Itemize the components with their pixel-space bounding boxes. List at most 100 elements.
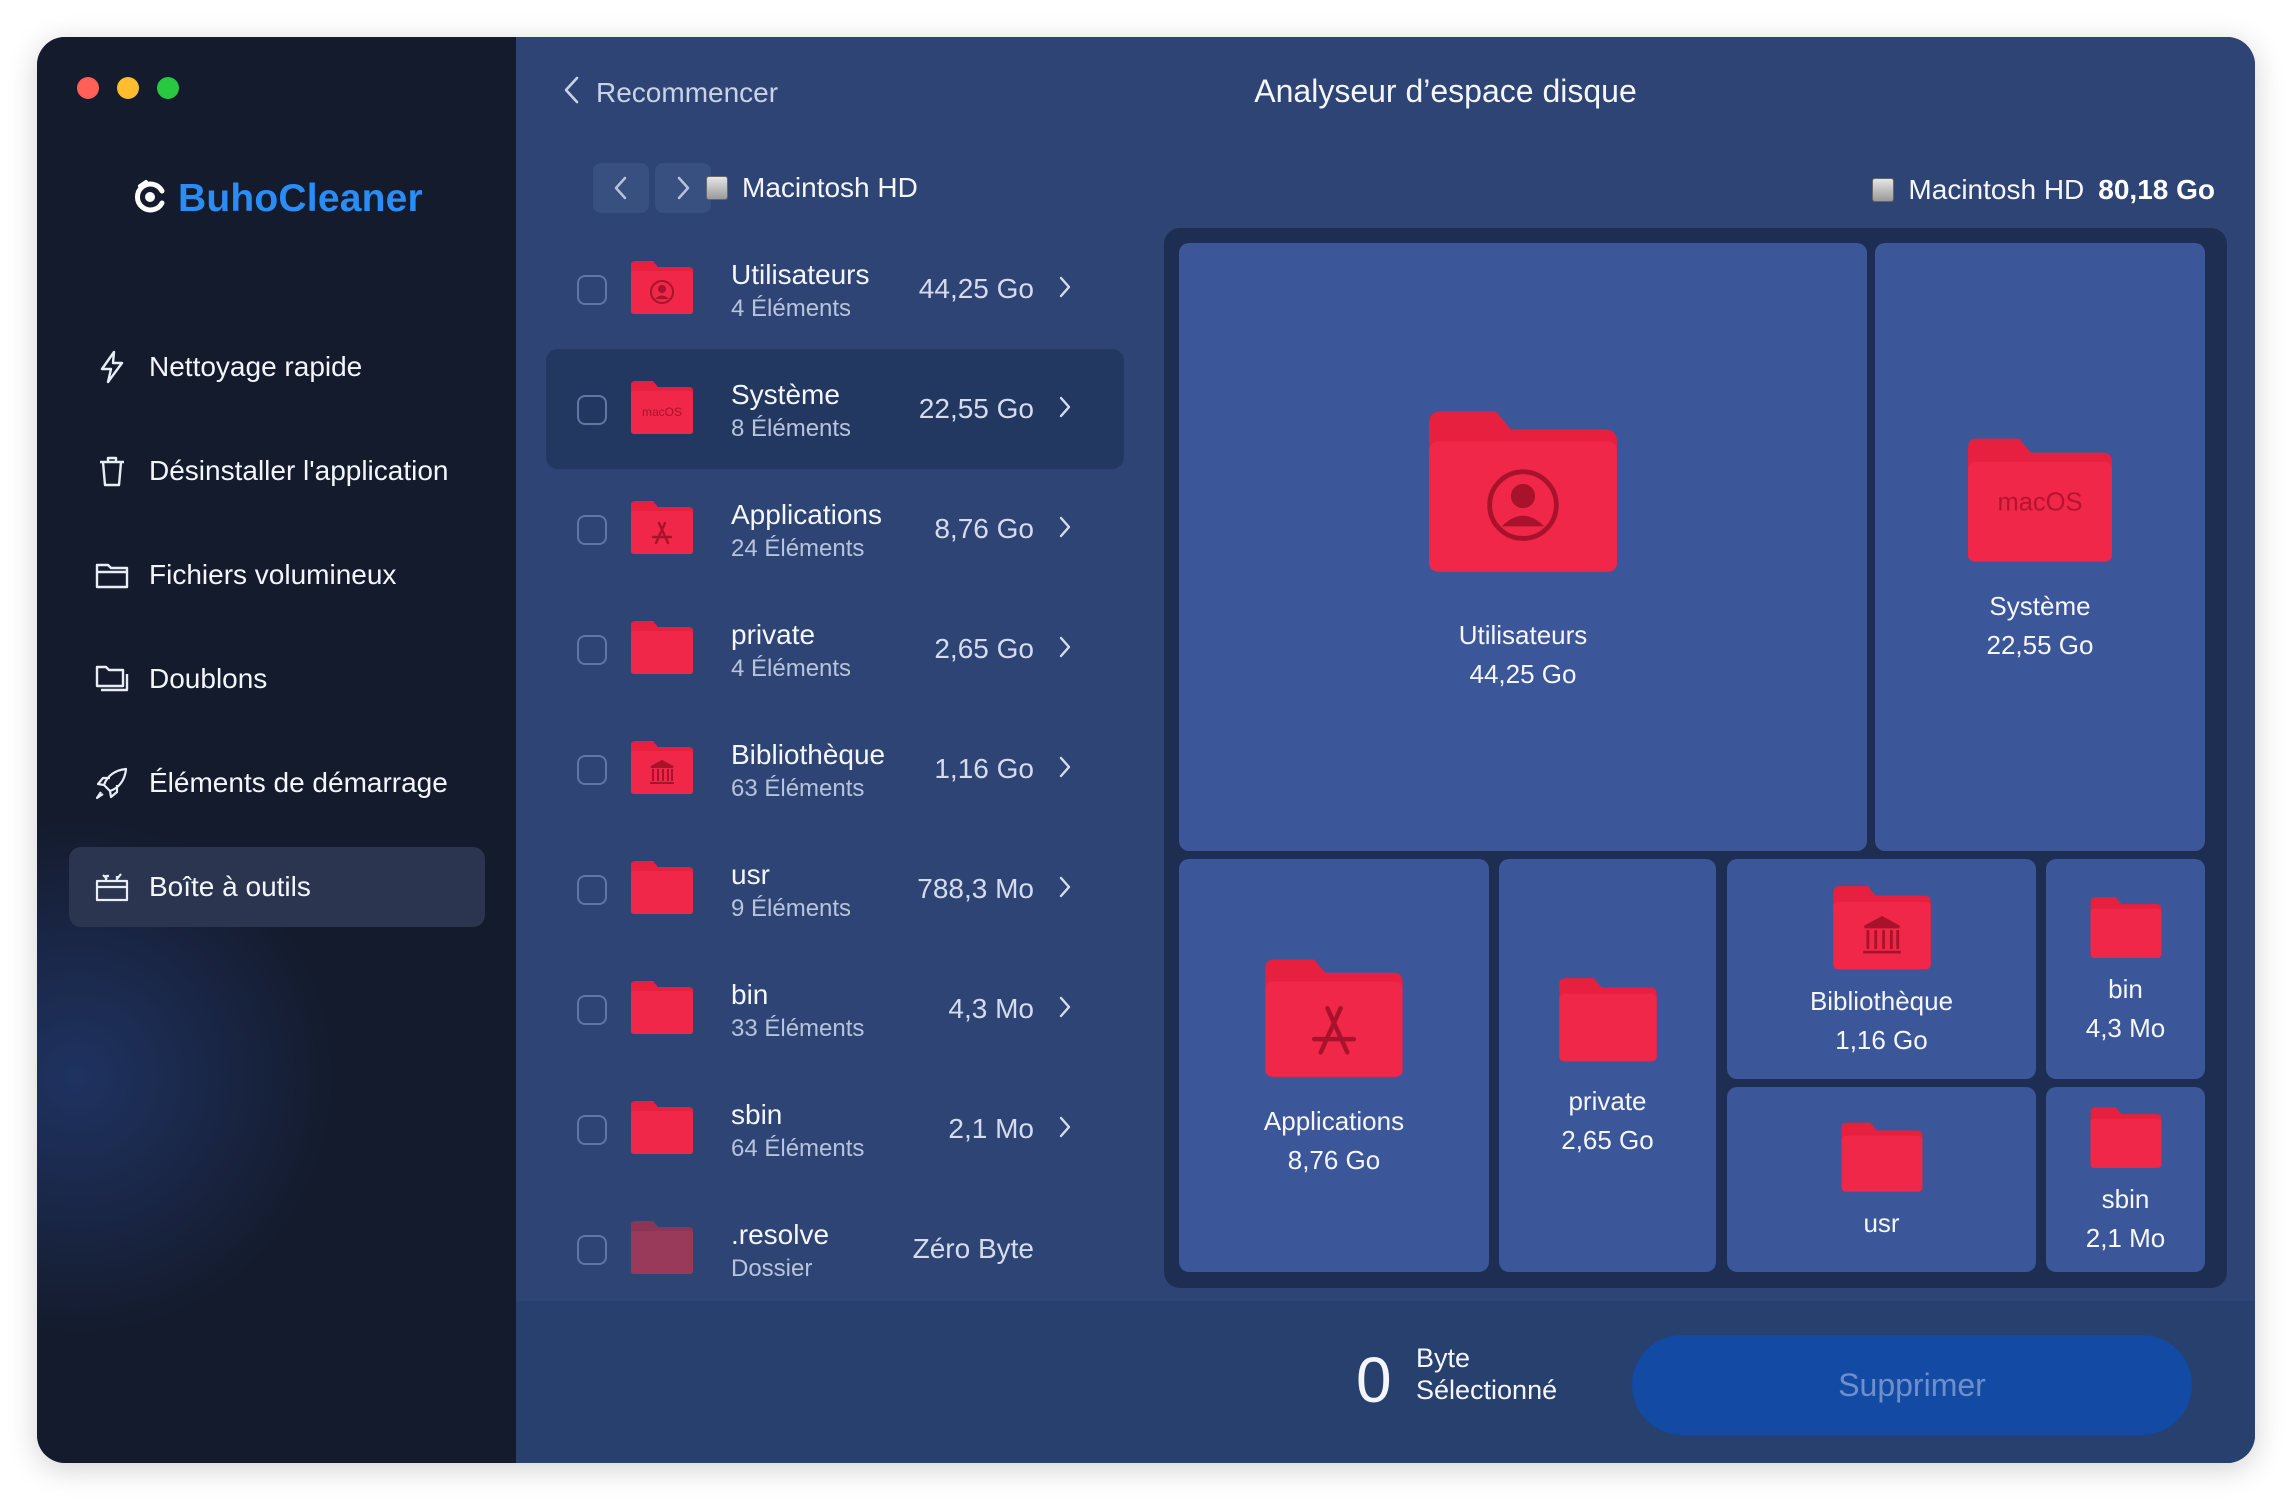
nav-back-button[interactable]: [593, 163, 649, 213]
tile-size: 2,1 Mo: [2085, 1223, 2166, 1253]
list-item[interactable]: usr 9 Éléments 788,3 Mo: [546, 829, 1124, 949]
toolbox-icon: [95, 870, 129, 904]
folder-count: Dossier: [731, 1255, 813, 1282]
sidebar: BuhoCleaner Nettoyage rapide Désinstalle…: [37, 37, 516, 1463]
tile-name: usr: [1863, 1208, 1900, 1238]
folder-icon: [1556, 975, 1660, 1068]
breadcrumb-current: Macintosh HD: [742, 172, 918, 203]
tile-name: Applications: [1263, 1106, 1405, 1136]
treemap-tile-applications[interactable]: Applications 8,76 Go: [1179, 859, 1489, 1272]
folder-icon: [1839, 1120, 1925, 1198]
row-checkbox[interactable]: [577, 995, 607, 1025]
chevron-right-icon[interactable]: [1058, 755, 1072, 784]
folder-name: usr: [731, 859, 770, 890]
folder-count: 24 Éléments: [731, 535, 865, 562]
svg-text:macOS: macOS: [642, 405, 682, 419]
list-item[interactable]: sbin 64 Éléments 2,1 Mo: [546, 1069, 1124, 1189]
folder-name: Applications: [731, 499, 882, 530]
main-panel: Recommencer Analyseur d’espace disque Ma…: [516, 37, 2255, 1463]
sidebar-item-label: Nettoyage rapide: [149, 351, 363, 382]
disk-treemap: Utilisateurs 44,25 Go macOS Système 22,5…: [1164, 228, 2227, 1288]
folder-user-icon: [629, 259, 695, 320]
sidebar-item-toolbox[interactable]: Boîte à outils: [69, 847, 485, 927]
row-checkbox[interactable]: [577, 275, 607, 305]
treemap-tile-bin[interactable]: bin 4,3 Mo: [2046, 859, 2205, 1079]
folder-size: 44,25 Go: [918, 273, 1034, 304]
disk-summary: Macintosh HD 80,18 Go: [1872, 174, 2215, 206]
row-checkbox[interactable]: [577, 1115, 607, 1145]
list-item[interactable]: bin 33 Éléments 4,3 Mo: [546, 949, 1124, 1069]
folder-icon: [2088, 1105, 2164, 1174]
folder-user-icon: [1423, 405, 1623, 580]
list-item[interactable]: Utilisateurs 4 Éléments 44,25 Go: [546, 229, 1124, 349]
app-logo: BuhoCleaner: [132, 177, 423, 221]
chevron-right-icon[interactable]: [1058, 395, 1072, 424]
chevron-right-icon[interactable]: [1058, 515, 1072, 544]
folder-icon: [629, 859, 695, 920]
chevron-right-icon[interactable]: [1058, 1115, 1072, 1144]
tile-name: bin: [2108, 973, 2143, 1004]
folder-name: sbin: [731, 1099, 783, 1130]
tile-size: 44,25 Go: [1469, 658, 1577, 689]
tile-name: Système: [1989, 590, 2091, 621]
close-window-button[interactable]: [77, 77, 99, 99]
folder-icon: [629, 979, 695, 1040]
folder-macos-icon: macOS: [1962, 434, 2118, 569]
folder-icon: [629, 1099, 695, 1160]
sidebar-item-label: Doublons: [149, 663, 268, 694]
row-checkbox[interactable]: [577, 515, 607, 545]
folder-list: Utilisateurs 4 Éléments 44,25 Go macOS S…: [546, 229, 1124, 1309]
restart-button[interactable]: Recommencer: [562, 75, 778, 110]
folder-size: 1,16 Go: [934, 753, 1034, 784]
chevron-left-icon: [562, 75, 580, 110]
row-checkbox[interactable]: [577, 395, 607, 425]
sidebar-item-quick-clean[interactable]: Nettoyage rapide: [69, 327, 485, 407]
treemap-tile-utilisateurs[interactable]: Utilisateurs 44,25 Go: [1179, 243, 1867, 851]
folder-apps-icon: [629, 499, 695, 560]
minimize-window-button[interactable]: [117, 77, 139, 99]
row-checkbox[interactable]: [577, 755, 607, 785]
delete-button[interactable]: Supprimer: [1632, 1335, 2192, 1435]
list-item[interactable]: .resolve Dossier Zéro Byte: [546, 1189, 1124, 1309]
list-item[interactable]: macOS Système 8 Éléments 22,55 Go: [546, 349, 1124, 469]
sidebar-item-startup[interactable]: Éléments de démarrage: [69, 743, 485, 823]
treemap-tile-usr[interactable]: usr: [1727, 1087, 2036, 1272]
breadcrumb: Macintosh HD: [706, 172, 918, 204]
folder-size: 788,3 Mo: [917, 873, 1034, 904]
sidebar-item-label: Désinstaller l'application: [149, 455, 449, 486]
sidebar-item-label: Éléments de démarrage: [149, 767, 448, 798]
chevron-right-icon[interactable]: [1058, 995, 1072, 1024]
treemap-tile-systeme[interactable]: macOS Système 22,55 Go: [1875, 243, 2205, 851]
folder-size: 8,76 Go: [934, 513, 1034, 544]
treemap-tile-bibliotheque[interactable]: Bibliothèque 1,16 Go: [1727, 859, 2036, 1079]
zoom-window-button[interactable]: [157, 77, 179, 99]
row-checkbox[interactable]: [577, 875, 607, 905]
treemap-tile-sbin[interactable]: sbin 2,1 Mo: [2046, 1087, 2205, 1272]
folder-dim-icon: [629, 1219, 695, 1280]
page-title: Analyseur d’espace disque: [1254, 73, 1637, 109]
app-window: BuhoCleaner Nettoyage rapide Désinstalle…: [37, 37, 2255, 1463]
svg-text:macOS: macOS: [1997, 488, 2082, 516]
folder-count: 9 Éléments: [731, 895, 852, 922]
row-checkbox[interactable]: [577, 635, 607, 665]
sidebar-item-uninstall[interactable]: Désinstaller l'application: [69, 431, 485, 511]
tile-size: 22,55 Go: [1986, 629, 2094, 660]
chevron-right-icon[interactable]: [1058, 635, 1072, 664]
row-checkbox[interactable]: [577, 1235, 607, 1265]
list-item[interactable]: Bibliothèque 63 Éléments 1,16 Go: [546, 709, 1124, 829]
selected-label: Sélectionné: [1416, 1375, 1558, 1405]
folder-count: 63 Éléments: [731, 775, 865, 802]
nav-forward-button[interactable]: [655, 163, 711, 213]
sidebar-item-large-files[interactable]: Fichiers volumineux: [69, 535, 485, 615]
chevron-right-icon[interactable]: [1058, 875, 1072, 904]
list-item[interactable]: private 4 Éléments 2,65 Go: [546, 589, 1124, 709]
treemap-tile-private[interactable]: private 2,65 Go: [1499, 859, 1716, 1272]
chevron-right-icon: [677, 176, 690, 200]
app-name: BuhoCleaner: [178, 177, 423, 220]
folder-name: private: [731, 619, 816, 650]
list-item[interactable]: Applications 24 Éléments 8,76 Go: [546, 469, 1124, 589]
trash-icon: [95, 454, 129, 488]
sidebar-item-duplicates[interactable]: Doublons: [69, 639, 485, 719]
folder-library-icon: [629, 739, 695, 800]
chevron-right-icon[interactable]: [1058, 275, 1072, 304]
